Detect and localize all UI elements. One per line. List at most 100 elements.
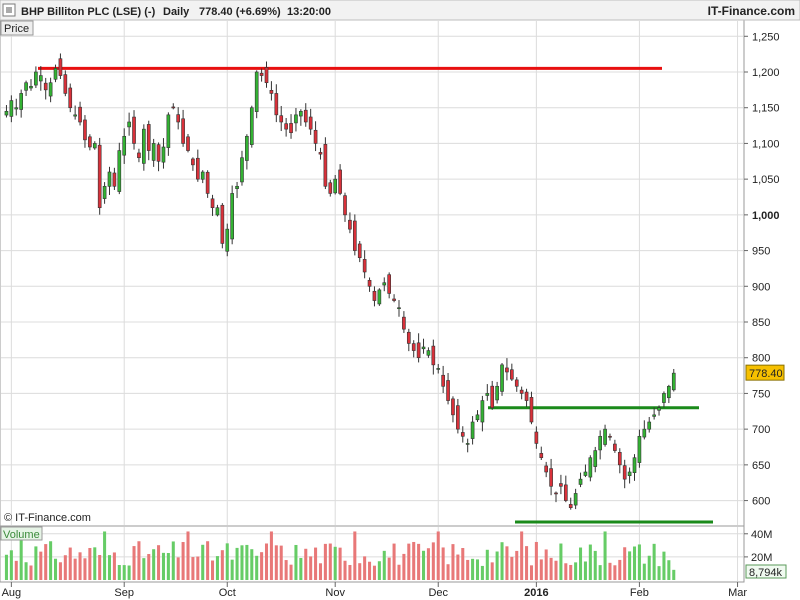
- candle-body: [392, 298, 396, 301]
- vol-tick-label: 40M: [751, 529, 772, 541]
- candle-body: [83, 119, 87, 141]
- candle-body: [220, 204, 225, 244]
- candle-body: [662, 393, 666, 403]
- volume-bar: [122, 565, 126, 580]
- header-bar: [0, 0, 800, 21]
- volume-bar: [264, 543, 269, 580]
- y-tick-label: 1,200: [752, 67, 780, 79]
- y-tick-label: 800: [752, 353, 770, 365]
- volume-bar: [78, 552, 82, 580]
- candle-body: [195, 157, 200, 180]
- candle-body: [122, 135, 127, 156]
- volume-bar: [667, 560, 671, 580]
- candle-body: [186, 136, 190, 151]
- volume-bar: [628, 551, 632, 580]
- volume-panel[interactable]: [0, 525, 745, 583]
- candle-body: [505, 367, 509, 373]
- volume-bar: [480, 565, 484, 580]
- volume-bar: [29, 565, 33, 580]
- volume-bar: [289, 564, 293, 580]
- candle-body: [4, 110, 9, 116]
- candle-body: [588, 457, 593, 478]
- volume-bar: [515, 550, 519, 580]
- volume-bar: [510, 556, 514, 580]
- volume-bar: [44, 544, 48, 580]
- volume-bar: [152, 549, 156, 580]
- volume-bar: [147, 554, 151, 580]
- candle-body: [431, 345, 436, 366]
- volume-bar: [593, 550, 597, 580]
- volume-bar: [127, 565, 131, 580]
- y-tick-label: 650: [752, 460, 770, 472]
- volume-bar: [98, 554, 102, 580]
- x-tick-label: Sep: [114, 587, 134, 599]
- volume-bar: [24, 562, 28, 580]
- volume-bar: [63, 555, 67, 580]
- candle-body: [397, 307, 401, 310]
- candle-body: [519, 389, 524, 394]
- candle-body: [377, 289, 382, 305]
- volume-bar: [642, 563, 646, 580]
- candle-body: [215, 207, 220, 216]
- candle-body: [549, 468, 553, 487]
- candle-body: [112, 172, 117, 187]
- candle-body: [24, 82, 28, 91]
- candlestick-series: [4, 53, 676, 510]
- candle-body: [647, 421, 652, 430]
- volume-bar: [49, 541, 53, 580]
- candle-body: [132, 116, 136, 144]
- candle-body: [554, 492, 558, 495]
- volume-bar: [157, 545, 161, 580]
- volume-bar: [328, 543, 332, 580]
- volume-bar: [608, 562, 612, 580]
- volume-bar: [569, 564, 573, 580]
- volume-bar: [279, 545, 283, 580]
- candle-body: [387, 274, 391, 294]
- candle-body: [671, 372, 676, 391]
- volume-bar: [58, 562, 62, 580]
- candle-body: [176, 114, 181, 123]
- volume-bar: [377, 561, 381, 580]
- volume-bar: [186, 531, 190, 580]
- volume-bar: [529, 565, 533, 580]
- price-panel[interactable]: [0, 19, 745, 527]
- candle-body: [274, 93, 279, 116]
- candle-body: [318, 152, 323, 155]
- volume-bar: [230, 559, 234, 580]
- volume-bar: [613, 565, 617, 580]
- volume-bar: [284, 560, 288, 580]
- candle-body: [622, 465, 627, 480]
- x-tick-label: 2016: [524, 587, 548, 599]
- volume-bar: [637, 544, 641, 580]
- volume-bar: [220, 550, 224, 580]
- volume-bar: [353, 531, 357, 580]
- volume-bar: [574, 562, 578, 580]
- volume-bar: [647, 555, 651, 580]
- volume-bar: [215, 556, 219, 580]
- volume-bar: [505, 546, 509, 580]
- candle-body: [279, 115, 284, 123]
- volume-bar: [441, 547, 445, 580]
- header-instrument: BHP Billiton PLC (LSE) (-): [21, 6, 156, 18]
- candle-body: [441, 374, 445, 387]
- candle-body: [583, 471, 588, 476]
- candle-body: [151, 143, 156, 161]
- volume-bar: [372, 565, 376, 580]
- volume-bar: [225, 543, 229, 580]
- volume-bar: [657, 566, 661, 580]
- candle-body: [284, 123, 288, 130]
- candle-body: [333, 178, 338, 194]
- volume-bar: [14, 560, 18, 580]
- candle-body: [245, 135, 249, 161]
- candle-body: [73, 114, 77, 117]
- header-period: Daily: [163, 6, 190, 18]
- candle-body: [43, 82, 48, 91]
- candle-body: [146, 124, 151, 151]
- candle-body: [456, 405, 460, 430]
- candle-body: [78, 106, 82, 123]
- y-tick-label: 600: [752, 496, 770, 508]
- candle-body: [411, 343, 416, 351]
- candle-body: [485, 393, 490, 396]
- brand-label[interactable]: IT-Finance.com: [708, 4, 795, 18]
